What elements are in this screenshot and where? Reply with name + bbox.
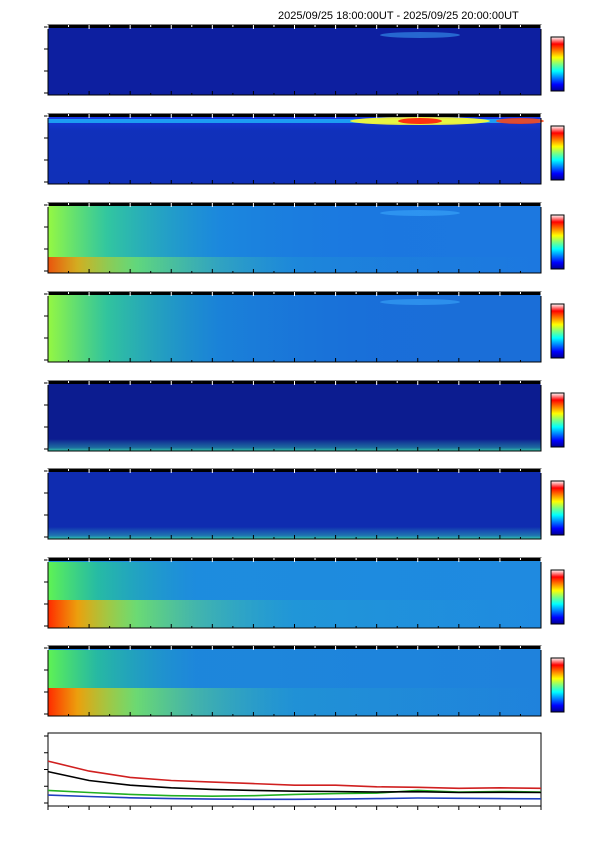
keogram-panel-8 [44, 645, 565, 717]
colorbar [550, 392, 565, 448]
keogram-panel-5 [44, 380, 565, 452]
auroral-arc [48, 119, 541, 123]
keogram-panel-6 [44, 468, 565, 540]
keogram-low-elevation-glow [48, 600, 541, 628]
keogram-panel-4 [44, 291, 565, 363]
colorbar [550, 36, 565, 92]
series-line-486 [47, 760, 542, 790]
series-line-480 [47, 770, 542, 794]
date-range: 2025/09/25 18:00:00UT - 2025/09/25 20:00… [278, 10, 519, 22]
colorbar [550, 303, 565, 359]
keogram-low-elevation-glow [48, 688, 541, 716]
keogram-panel-1 [44, 24, 565, 96]
colorbar [550, 569, 565, 625]
keogram-glow [48, 114, 541, 184]
mean-intensity-chart [44, 732, 542, 810]
colorbar [550, 657, 565, 713]
auroral-arc [380, 210, 460, 216]
series-line-430 [47, 794, 542, 801]
keogram-panel-3 [44, 202, 565, 274]
keogram-image [48, 25, 541, 95]
colorbar [550, 125, 565, 181]
colorbar [550, 214, 565, 270]
auroral-arc-peak [496, 118, 544, 124]
keogram-emission [48, 294, 541, 362]
auroral-arc [380, 299, 460, 305]
keogram-panel-2 [44, 113, 565, 185]
colorbar [550, 480, 565, 536]
keogram-panel-7 [44, 557, 565, 629]
auroral-arc-core [398, 118, 442, 124]
auroral-arc [380, 32, 460, 38]
